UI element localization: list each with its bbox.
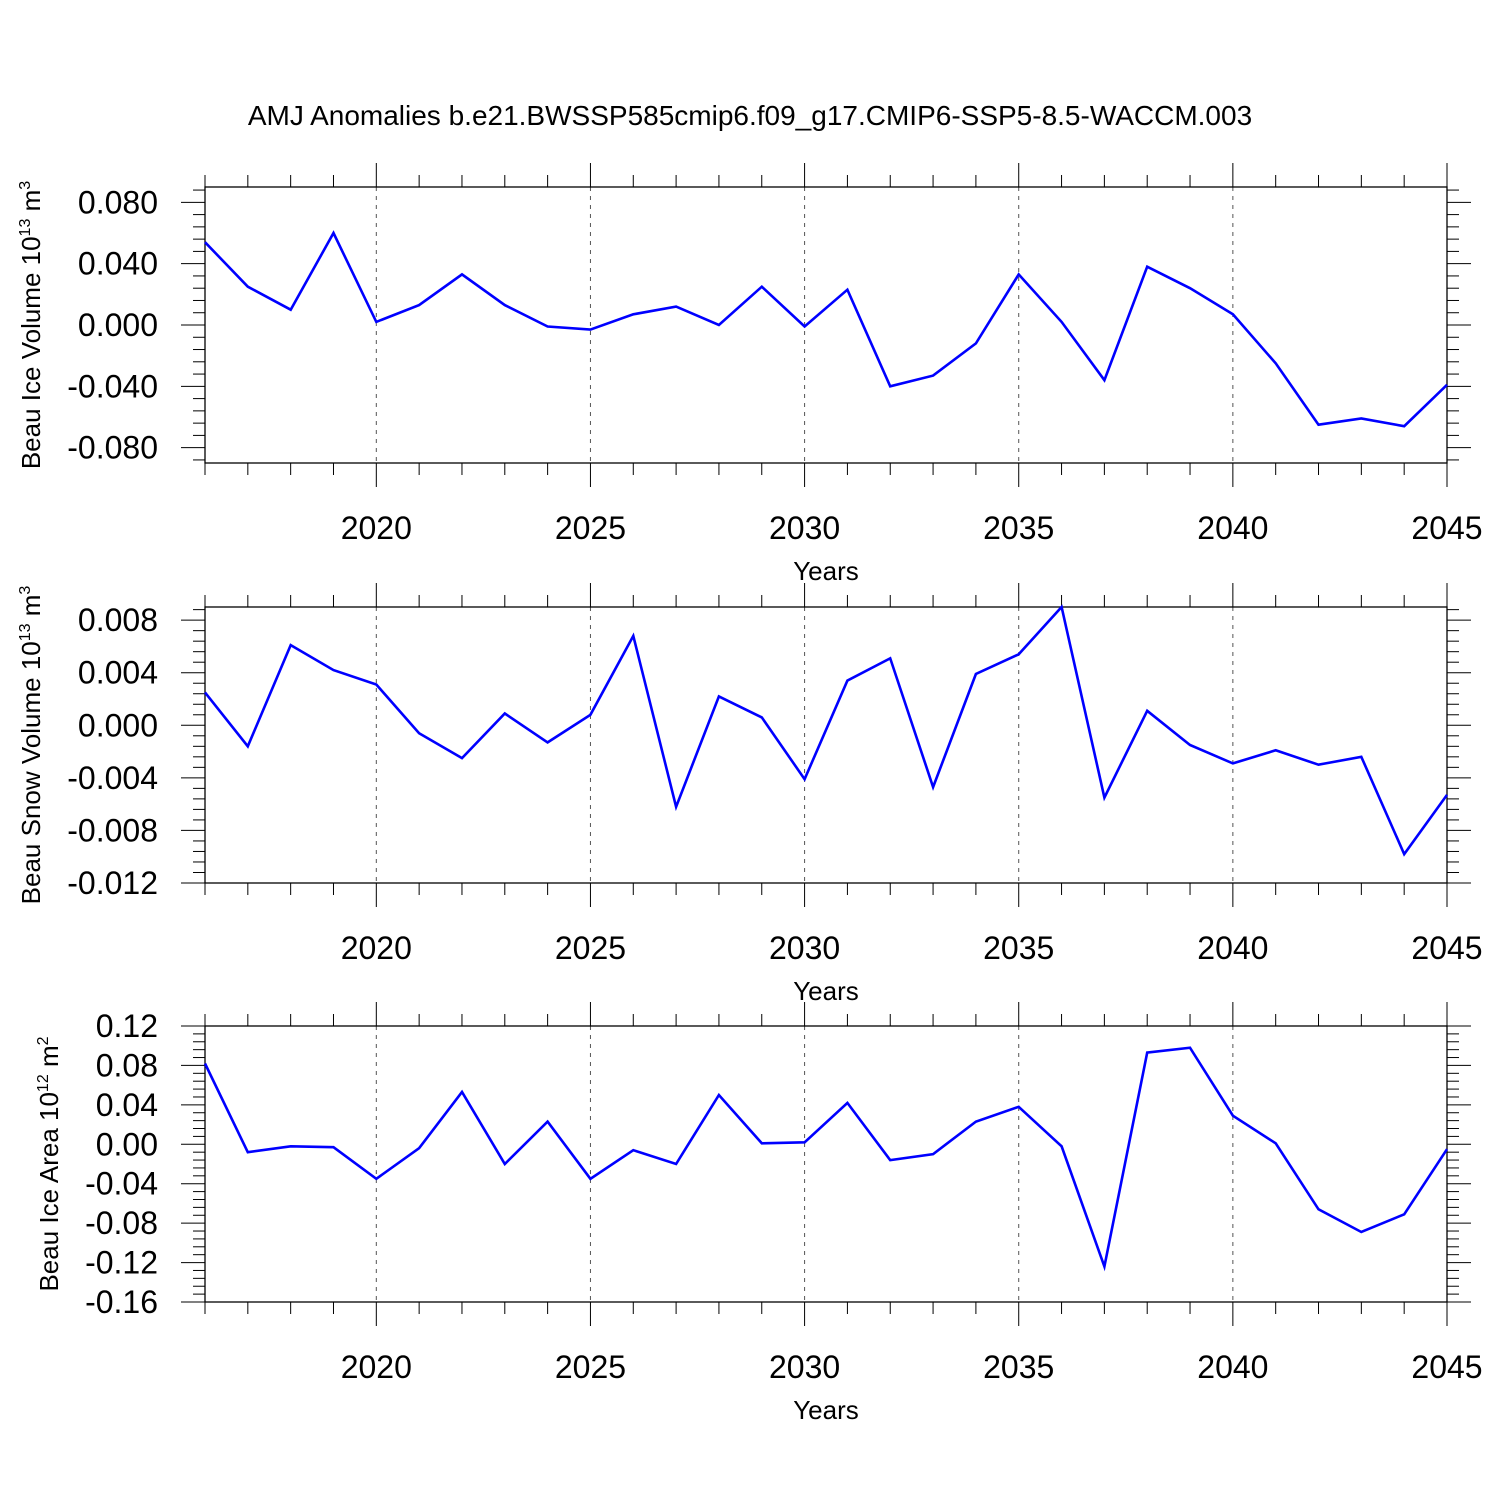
y-axis-label-unit-exponent: 3 — [17, 586, 34, 595]
y-tick-label: 0.000 — [78, 707, 158, 743]
y-tick-label: -0.080 — [67, 430, 158, 466]
series-line — [203, 1046, 1449, 1272]
x-tick-label: 2020 — [341, 1349, 412, 1385]
y-tick-label: 0.008 — [78, 602, 158, 638]
y-tick-label: -0.12 — [85, 1245, 158, 1281]
x-tick-label: 2045 — [1411, 930, 1482, 966]
y-axis-label-exponent: 13 — [17, 623, 34, 641]
y-tick-label: -0.008 — [67, 812, 158, 848]
y-axis-label-exponent: 12 — [35, 1074, 52, 1092]
y-axis-label-unit: m — [34, 1045, 64, 1074]
x-tick-label: 2045 — [1411, 1349, 1482, 1385]
y-tick-label: 0.00 — [96, 1126, 158, 1162]
y-tick-label: -0.004 — [67, 760, 158, 796]
y-axis-label-unit: m — [16, 595, 46, 624]
series-line — [203, 604, 1449, 857]
y-axis-label: Beau Ice Area 1012 m2 — [34, 1036, 64, 1291]
x-tick-label: 2020 — [341, 510, 412, 546]
panel-1: 2020 2025 2030 2035 2040 2045 -0.080 -0.040 0.00… — [16, 163, 1483, 586]
x-axis-label: Years — [793, 556, 859, 586]
y-axis-label-exponent: 13 — [17, 219, 34, 237]
x-tick-label: 2040 — [1197, 1349, 1268, 1385]
x-tick-label: 2020 — [341, 930, 412, 966]
series-line — [204, 230, 1448, 428]
y-axis-label-unit-exponent: 3 — [17, 181, 34, 190]
y-axis-label-unit-exponent: 2 — [35, 1036, 52, 1045]
y-axis-label: Beau Snow Volume 1013 m3 — [16, 586, 46, 905]
y-tick-label: -0.08 — [85, 1205, 158, 1241]
y-axis-label: Beau Ice Volume 1013 m3 — [16, 181, 46, 469]
y-tick-label: 0.040 — [78, 246, 158, 282]
x-tick-label: 2025 — [555, 1349, 626, 1385]
y-tick-label: 0.12 — [96, 1008, 158, 1044]
y-tick-label: -0.16 — [85, 1284, 158, 1320]
x-tick-label: 2030 — [769, 930, 840, 966]
x-axis-label: Years — [793, 1395, 859, 1425]
y-axis-label-text: Beau Ice Area 10 — [34, 1092, 64, 1291]
x-tick-label: 2040 — [1197, 510, 1268, 546]
x-tick-label: 2030 — [769, 1349, 840, 1385]
x-tick-label: 2035 — [983, 930, 1054, 966]
y-tick-label: -0.012 — [67, 865, 158, 901]
x-tick-label: 2030 — [769, 510, 840, 546]
y-axis-label-text: Beau Snow Volume 10 — [16, 641, 46, 904]
y-tick-label: 0.000 — [78, 307, 158, 343]
x-tick-label: 2040 — [1197, 930, 1268, 966]
x-axis-label: Years — [793, 976, 859, 1006]
y-axis-label-unit: m — [16, 190, 46, 219]
x-tick-label: 2025 — [555, 930, 626, 966]
y-tick-label: 0.080 — [78, 184, 158, 220]
x-tick-label: 2025 — [555, 510, 626, 546]
figure-title: AMJ Anomalies b.e21.BWSSP585cmip6.f09_g1… — [248, 100, 1252, 131]
plot-frame — [204, 1025, 1448, 1303]
x-tick-label: 2045 — [1411, 510, 1482, 546]
y-tick-label: -0.04 — [85, 1166, 158, 1202]
panel-3: 2020 2025 2030 2035 2040 2045 -0.16-0.12 -0.08-… — [34, 1002, 1483, 1425]
panels: 2020 2025 2030 2035 2040 2045 -0.080 -0.040 0.00… — [16, 163, 1483, 1425]
y-tick-label: 0.004 — [78, 655, 158, 691]
x-tick-label: 2035 — [983, 510, 1054, 546]
y-tick-label: 0.08 — [96, 1047, 158, 1083]
x-tick-label: 2035 — [983, 1349, 1054, 1385]
y-axis-label-text: Beau Ice Volume 10 — [16, 236, 46, 469]
plot-frame — [204, 186, 1448, 464]
panel-2: 2020 2025 2030 2035 2040 2045 -0.012 -0.008 -0.0… — [16, 583, 1483, 1006]
y-tick-label: -0.040 — [67, 368, 158, 404]
y-tick-label: 0.04 — [96, 1087, 158, 1123]
plot-frame — [204, 606, 1448, 884]
